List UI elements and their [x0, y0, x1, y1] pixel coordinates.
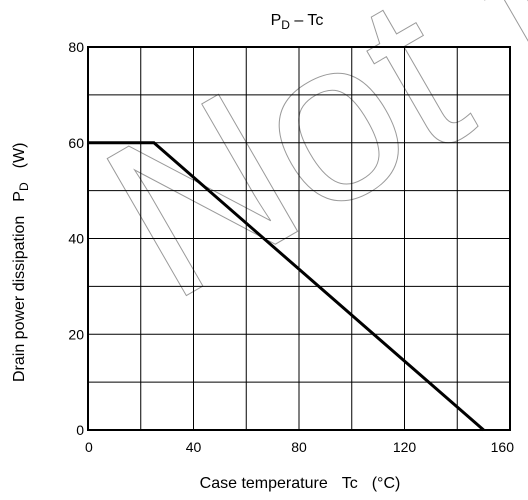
x-tick-label: 80: [291, 439, 307, 455]
y-axis-label-subscript: D: [17, 182, 31, 191]
y-tick-label: 80: [68, 39, 84, 55]
y-tick-label: 0: [76, 422, 84, 438]
x-tick-labels: 0 40 80 120 160: [85, 439, 514, 455]
chart-title: PD – Tc: [271, 12, 324, 32]
plot-frame: [87, 46, 511, 431]
y-tick-labels: 0 20 40 60 80: [68, 39, 84, 438]
series-line: [88, 141, 485, 432]
series: [88, 141, 485, 432]
x-tick-label: 160: [491, 439, 515, 455]
watermark-text: Not for: [66, 0, 528, 347]
chart-title-subscript: D: [281, 18, 290, 32]
y-tick-label: 20: [68, 326, 84, 342]
y-axis-label: Drain power dissipationPD(W): [11, 143, 31, 382]
x-tick-label: 0: [85, 439, 93, 455]
grid: [88, 47, 510, 430]
y-tick-label: 40: [68, 231, 84, 247]
y-tick-label: 60: [68, 135, 84, 151]
x-axis-label: Case temperature Tc (°C): [200, 475, 401, 492]
x-tick-label: 40: [186, 439, 202, 455]
watermark: Not for: [66, 0, 528, 348]
chart-title-rest: – Tc: [290, 12, 324, 29]
x-tick-label: 120: [393, 439, 417, 455]
